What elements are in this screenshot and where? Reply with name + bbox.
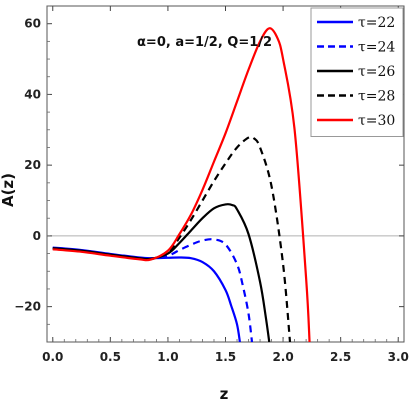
x-tick-label: 1.5 <box>215 350 236 364</box>
axis-ticks: 0.0 0.5 1.0 1.5 2.0 2.5 3.0 −20 0 20 40 60 <box>14 5 409 364</box>
legend-label: τ=22 <box>358 15 395 31</box>
series-line-5 <box>52 27 311 342</box>
chart-annotation: α=0, a=1/2, Q=1/2 <box>137 35 272 50</box>
x-tick-label: 3.0 <box>388 350 409 364</box>
x-tick-label: 2.5 <box>330 350 351 364</box>
legend: τ=22 τ=24 τ=26 τ=28 τ=30 <box>310 7 404 137</box>
y-axis-label: A(z) <box>0 173 17 207</box>
y-tick-label: 20 <box>24 158 41 172</box>
legend-label: τ=28 <box>358 89 395 105</box>
legend-label: τ=24 <box>358 40 395 56</box>
x-axis-label: z <box>220 385 229 403</box>
series-line-2 <box>52 238 254 342</box>
x-tick-label: 1.0 <box>157 350 178 364</box>
x-tick-label: 0.0 <box>42 350 63 364</box>
y-tick-label: 0 <box>33 229 41 243</box>
series-line-1 <box>52 246 241 342</box>
y-tick-label: 60 <box>24 17 41 31</box>
legend-box <box>310 7 404 137</box>
legend-label: τ=26 <box>358 64 395 80</box>
legend-label: τ=30 <box>358 113 395 129</box>
x-tick-label: 2.0 <box>272 350 293 364</box>
series-line-4 <box>52 135 292 342</box>
y-tick-label: 40 <box>24 87 41 101</box>
y-tick-label: −20 <box>14 300 41 314</box>
x-tick-label: 0.5 <box>100 350 121 364</box>
series-layer <box>52 27 311 342</box>
